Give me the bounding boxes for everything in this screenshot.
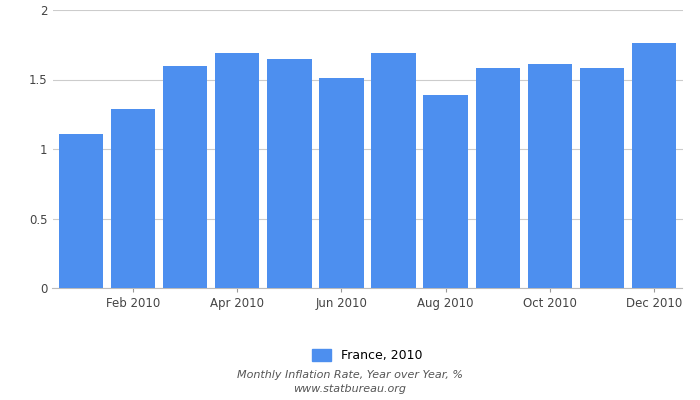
Bar — [163, 66, 207, 288]
Bar — [372, 53, 416, 288]
Bar — [111, 109, 155, 288]
Text: www.statbureau.org: www.statbureau.org — [293, 384, 407, 394]
Bar — [59, 134, 104, 288]
Bar — [319, 78, 363, 288]
Bar — [631, 43, 676, 288]
Bar — [215, 53, 260, 288]
Legend: France, 2010: France, 2010 — [307, 344, 428, 367]
Bar — [528, 64, 572, 288]
Bar — [475, 68, 520, 288]
Bar — [580, 68, 624, 288]
Bar — [424, 95, 468, 288]
Bar — [267, 59, 312, 288]
Text: Monthly Inflation Rate, Year over Year, %: Monthly Inflation Rate, Year over Year, … — [237, 370, 463, 380]
